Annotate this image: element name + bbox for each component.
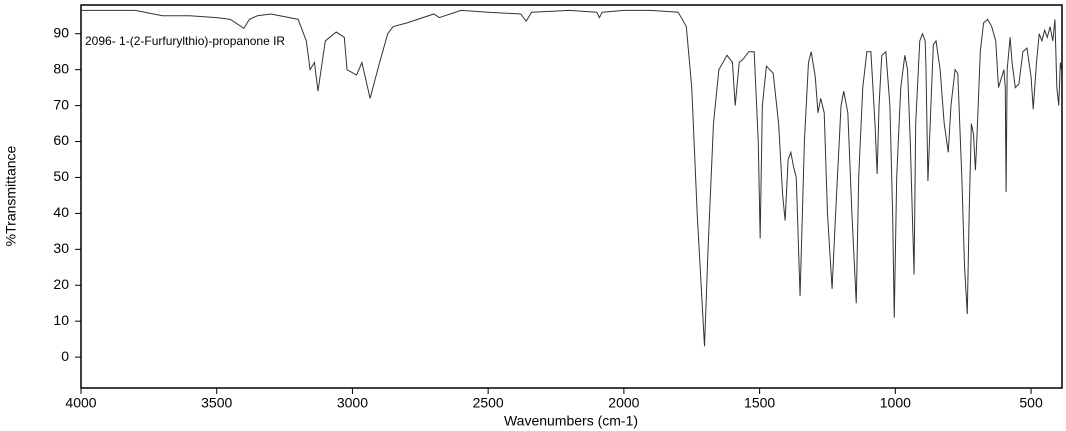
y-axis-label: %Transmittance [3,145,19,246]
x-tick-label: 3500 [201,395,232,411]
x-tick-label: 500 [1019,395,1043,411]
spectrum-line [81,9,1062,347]
y-tick-label: 10 [53,312,69,328]
x-tick-label: 1000 [880,395,911,411]
y-tick-label: 0 [61,348,69,364]
x-tick-label: 3000 [337,395,368,411]
y-tick-label: 20 [53,276,69,292]
plot-frame [80,4,1063,389]
y-tick-label: 80 [53,60,69,76]
y-tick-label: 40 [53,204,69,220]
y-tick-label: 90 [53,24,69,40]
y-tick-label: 60 [53,132,69,148]
x-tick-label: 1500 [744,395,775,411]
x-tick-label: 4000 [65,395,96,411]
y-tick-label: 50 [53,168,69,184]
y-tick-label: 70 [53,96,69,112]
x-tick-label: 2500 [473,395,504,411]
annotation: 2096- 1-(2-Furfurylthio)-propanone IR [85,34,285,48]
x-axis-label: Wavenumbers (cm-1) [504,413,638,429]
x-tick-label: 2000 [608,395,639,411]
y-tick-label: 30 [53,240,69,256]
